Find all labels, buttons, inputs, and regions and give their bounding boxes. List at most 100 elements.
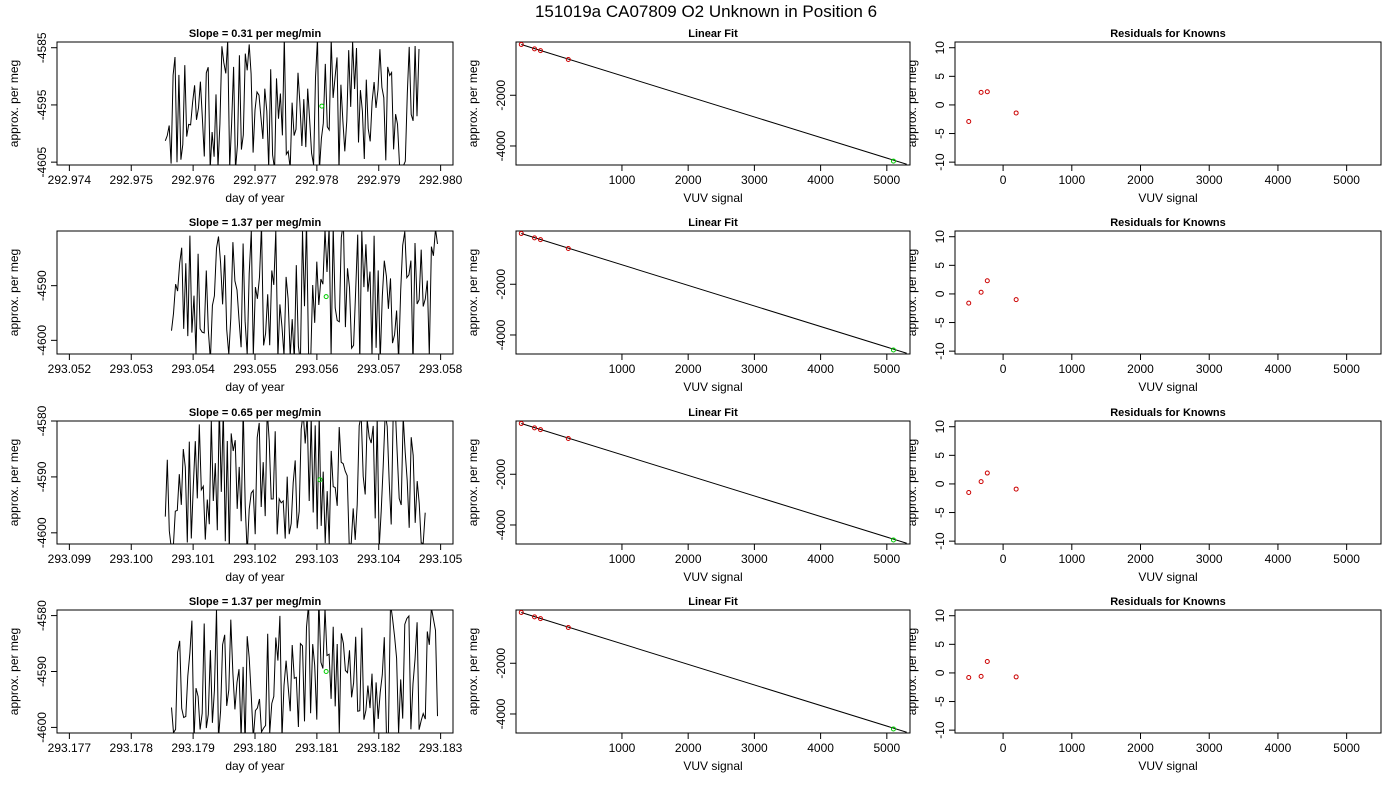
x-tick-label: 1000 <box>609 552 636 566</box>
x-tick-label: 3000 <box>741 741 768 755</box>
y-axis-label: approx. per meg <box>905 249 919 336</box>
y-tick-label: 10 <box>933 230 947 244</box>
x-tick-label: 0 <box>1000 173 1007 187</box>
x-tick-label: 292.974 <box>48 173 92 187</box>
x-tick-label: 0 <box>1000 552 1007 566</box>
x-tick-label: 3000 <box>1196 741 1223 755</box>
y-tick-label: 5 <box>933 641 947 648</box>
x-tick-label: 5000 <box>873 173 900 187</box>
y-axis-label: approx. per meg <box>7 439 21 526</box>
known-standard-point <box>538 237 544 243</box>
y-axis-label: approx. per meg <box>905 439 919 526</box>
x-axis-label: VUV signal <box>683 570 742 584</box>
y-tick-label: -4600 <box>35 325 49 356</box>
y-tick-label: 5 <box>933 452 947 459</box>
residual-point <box>1013 297 1019 303</box>
plot-frame <box>954 420 1382 545</box>
x-tick-label: 293.105 <box>419 552 463 566</box>
y-tick-label: -5 <box>933 128 947 139</box>
plot-area <box>164 421 426 544</box>
y-tick-label: -2000 <box>494 459 508 490</box>
residual-point <box>984 470 990 476</box>
y-tick-label: 10 <box>933 609 947 623</box>
x-tick-label: 293.058 <box>419 362 463 376</box>
residual-point <box>984 658 990 664</box>
known-standard-point <box>538 48 544 54</box>
x-tick-label: 3000 <box>1196 362 1223 376</box>
x-tick-label: 2000 <box>675 362 702 376</box>
x-tick-label: 293.054 <box>171 362 215 376</box>
x-tick-label: 4000 <box>1265 552 1292 566</box>
x-tick-label: 293.100 <box>110 552 154 566</box>
residual-point <box>978 479 984 485</box>
y-axis-label: approx. per meg <box>466 439 480 526</box>
known-standard-point <box>565 56 571 62</box>
panel-residuals-2: Residuals for Knowns 0 1000 2000 3000 4000 500… <box>905 217 1382 394</box>
plot-area <box>966 278 1019 306</box>
y-tick-label: 5 <box>933 73 947 80</box>
y-tick-label: -10 <box>933 153 947 171</box>
known-standard-point <box>565 245 571 251</box>
residual-point <box>978 289 984 295</box>
x-tick-label: 2000 <box>1127 552 1154 566</box>
figure-title: 151019a CA07809 O2 Unknown in Position 6 <box>535 2 877 21</box>
x-tick-label: 293.178 <box>110 741 154 755</box>
x-tick-label: 2000 <box>675 741 702 755</box>
residual-point <box>978 673 984 679</box>
panel-timeseries-2: Slope = 1.37 per meg/min 293.052 293.053 29… <box>7 217 463 394</box>
fit-line <box>521 423 907 544</box>
known-standard-point <box>538 616 544 622</box>
x-tick-label: 3000 <box>741 552 768 566</box>
known-standard-point <box>518 42 524 48</box>
y-tick-label: -4595 <box>35 89 49 120</box>
x-tick-label: 5000 <box>1333 552 1360 566</box>
residual-point <box>1013 486 1019 492</box>
x-tick-label: 293.101 <box>171 552 215 566</box>
x-tick-label: 2000 <box>1127 173 1154 187</box>
panel-linear-fit-1: Linear Fit 1000 2000 3000 4000 5000 VUV signal… <box>466 28 911 205</box>
y-tick-label: -4600 <box>35 712 49 743</box>
panel-title: Slope = 0.65 per meg/min <box>189 407 322 419</box>
known-standard-point <box>518 610 524 616</box>
y-tick-label: 5 <box>933 262 947 269</box>
x-tick-label: 4000 <box>1265 362 1292 376</box>
x-tick-label: 2000 <box>675 552 702 566</box>
residual-point <box>966 490 972 496</box>
plot-area <box>518 42 907 165</box>
panel-linear-fit-2: Linear Fit 1000 2000 3000 4000 5000 VUV signal… <box>466 217 911 394</box>
y-tick-label: -5 <box>933 317 947 328</box>
x-tick-label: 293.183 <box>419 741 463 755</box>
panel-title: Linear Fit <box>688 28 738 40</box>
y-tick-label: 0 <box>933 290 947 297</box>
x-tick-label: 293.182 <box>357 741 401 755</box>
x-tick-label: 0 <box>1000 741 1007 755</box>
panel-title: Residuals for Knowns <box>1110 407 1226 419</box>
x-tick-label: 293.099 <box>48 552 92 566</box>
y-tick-label: -4000 <box>494 698 508 729</box>
plot-area <box>164 42 420 165</box>
x-axis-label: VUV signal <box>1138 191 1197 205</box>
panel-timeseries-3: Slope = 0.65 per meg/min 293.099 293.100 29… <box>7 405 463 584</box>
panel-residuals-1: Residuals for Knowns 0 1000 2000 3000 4000 500… <box>905 28 1382 205</box>
x-tick-label: 4000 <box>1265 173 1292 187</box>
y-axis-label: approx. per meg <box>466 249 480 336</box>
y-tick-label: -4590 <box>35 656 49 687</box>
plot-frame <box>954 230 1382 355</box>
x-tick-label: 4000 <box>807 173 834 187</box>
fit-line <box>521 233 907 354</box>
residual-point <box>966 675 972 681</box>
panel-title: Slope = 1.37 per meg/min <box>189 596 322 608</box>
residual-point <box>984 278 990 284</box>
x-tick-label: 293.056 <box>295 362 339 376</box>
x-axis-label: VUV signal <box>1138 380 1197 394</box>
panel-title: Linear Fit <box>688 217 738 229</box>
x-tick-label: 1000 <box>1058 741 1085 755</box>
unknown-mean-point <box>323 669 329 674</box>
residual-point <box>978 89 984 95</box>
y-tick-label: -4590 <box>35 270 49 301</box>
y-tick-label: -10 <box>933 532 947 550</box>
x-tick-label: 1000 <box>1058 362 1085 376</box>
x-tick-label: 292.975 <box>110 173 154 187</box>
x-axis-label: day of year <box>225 759 284 773</box>
panel-timeseries-4: Slope = 1.37 per meg/min 293.177 293.178 29… <box>7 596 463 773</box>
